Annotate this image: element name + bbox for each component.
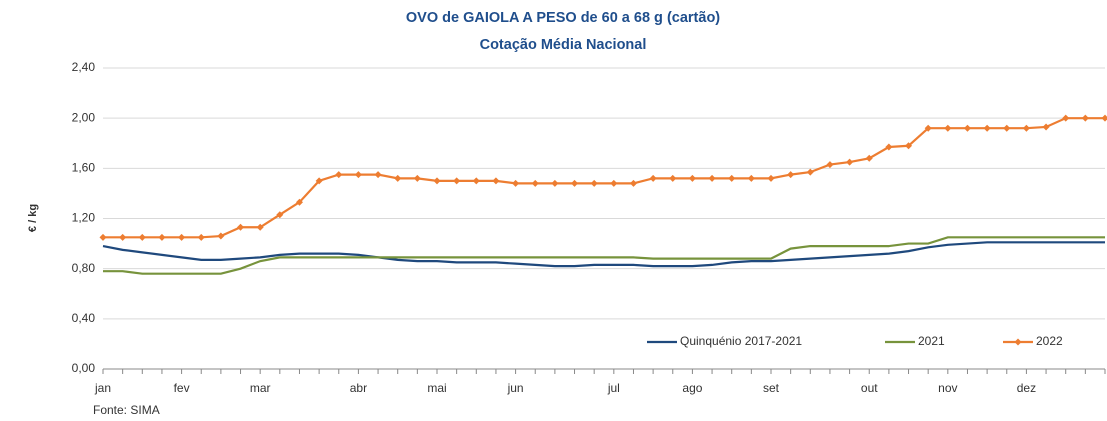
- point: [747, 174, 755, 182]
- point: [629, 179, 637, 187]
- point: [924, 124, 932, 132]
- point: [1081, 114, 1089, 122]
- point: [669, 174, 677, 182]
- point: [256, 223, 264, 231]
- point: [354, 171, 362, 179]
- x-tick-label: nov: [938, 381, 957, 395]
- x-tick-label: mai: [427, 381, 446, 395]
- point: [276, 211, 284, 219]
- series-line: [103, 236, 1105, 275]
- chart-title: OVO de GAIOLA A PESO de 60 a 68 g (cartã…: [406, 10, 720, 26]
- point: [178, 233, 186, 241]
- point: [963, 124, 971, 132]
- point: [865, 154, 873, 162]
- point: [1101, 114, 1107, 122]
- legend-label: 2022: [1036, 334, 1063, 348]
- x-tick-label: abr: [350, 381, 367, 395]
- point: [433, 177, 441, 185]
- x-tick-label: dez: [1017, 381, 1036, 395]
- point: [158, 233, 166, 241]
- point: [472, 177, 480, 185]
- point: [767, 174, 775, 182]
- x-tick-label: jul: [607, 381, 620, 395]
- y-tick-label: 2,40: [72, 60, 96, 74]
- legend-label: Quinquénio 2017-2021: [680, 334, 802, 348]
- point: [787, 171, 795, 179]
- point: [885, 143, 893, 151]
- point: [983, 124, 991, 132]
- y-axis-label: € / kg: [27, 204, 39, 232]
- point: [590, 179, 598, 187]
- series-line: [102, 241, 1105, 268]
- point: [138, 233, 146, 241]
- point: [512, 179, 520, 187]
- point: [374, 171, 382, 179]
- legend-label: 2021: [918, 334, 945, 348]
- point: [826, 161, 834, 169]
- point: [119, 233, 127, 241]
- y-tick-label: 2,00: [72, 110, 96, 124]
- y-tick-label: 0,80: [72, 261, 96, 275]
- point: [394, 174, 402, 182]
- source: Fonte: SIMA: [93, 403, 160, 417]
- point: [905, 142, 913, 150]
- point: [571, 179, 579, 187]
- x-tick-label: jan: [94, 381, 111, 395]
- point: [413, 174, 421, 182]
- point: [99, 233, 107, 241]
- point: [728, 174, 736, 182]
- point: [492, 177, 500, 185]
- point: [531, 179, 539, 187]
- point: [688, 174, 696, 182]
- point: [217, 232, 225, 240]
- point: [806, 168, 814, 176]
- point: [1042, 123, 1050, 131]
- series-line: [103, 117, 1105, 239]
- point: [944, 124, 952, 132]
- x-tick-label: mar: [250, 381, 271, 395]
- legend-marker: [1014, 338, 1022, 346]
- point: [237, 223, 245, 231]
- y-tick-label: 0,00: [72, 361, 96, 375]
- point: [1062, 114, 1070, 122]
- point: [315, 177, 323, 185]
- point: [1003, 124, 1011, 132]
- point: [649, 174, 657, 182]
- y-tick-label: 1,60: [72, 161, 96, 175]
- x-tick-label: fev: [174, 381, 190, 395]
- y-tick-label: 1,20: [72, 211, 96, 225]
- point: [453, 177, 461, 185]
- point: [1022, 124, 1030, 132]
- point: [551, 179, 559, 187]
- point: [335, 171, 343, 179]
- point: [197, 233, 205, 241]
- chart-subtitle: Cotação Média Nacional: [480, 37, 647, 53]
- x-tick-label: jun: [507, 381, 524, 395]
- point: [708, 174, 716, 182]
- x-tick-label: ago: [682, 381, 702, 395]
- x-tick-label: out: [861, 381, 878, 395]
- y-tick-label: 0,40: [72, 311, 96, 325]
- x-tick-label: set: [763, 381, 780, 395]
- point: [610, 179, 618, 187]
- point: [846, 158, 854, 166]
- point: [295, 198, 303, 206]
